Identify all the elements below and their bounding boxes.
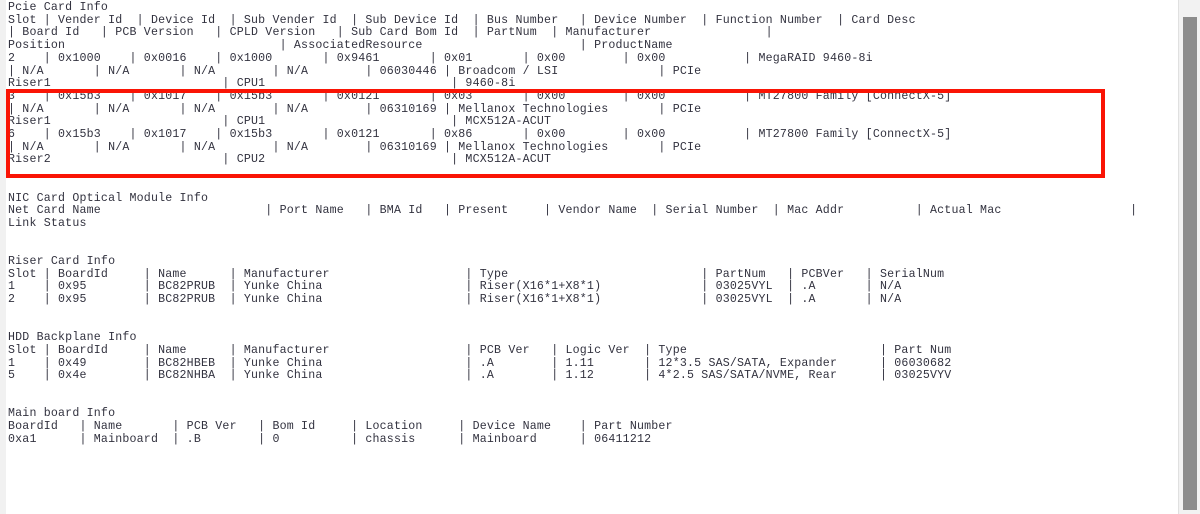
- left-gutter: [0, 0, 6, 514]
- console-line: BoardId | Name | PCB Ver | Bom Id | Loca…: [8, 420, 673, 434]
- console-line: Slot | BoardId | Name | Manufacturer | P…: [8, 343, 952, 357]
- scrollbar-track-top: [1179, 0, 1200, 16]
- console-line: 3 | 0x15b3 | 0x1017 | 0x15b3 | 0x0121 | …: [8, 89, 952, 103]
- console-line: Main board Info: [8, 407, 116, 421]
- scrollbar-thumb[interactable]: [1183, 17, 1197, 510]
- console-line: Pcie Card Info: [8, 1, 109, 14]
- console-line: 6 | 0x15b3 | 0x1017 | 0x15b3 | 0x0121 | …: [8, 128, 952, 141]
- console-line: 2 | 0x95 | BC82PRUB | Yunke China | Rise…: [8, 293, 902, 307]
- console-line: Riser1 | CPU1 | MCX512A-ACUT: [8, 115, 552, 129]
- console-line: Position | AssociatedResource | ProductN…: [8, 39, 673, 53]
- console-line: Net Card Name | Port Name | BMA Id | Pre…: [8, 204, 1138, 218]
- console-line: Riser Card Info: [8, 255, 116, 268]
- console-line: | Board Id | PCB Version | CPLD Version …: [8, 26, 773, 40]
- console-line: Slot | BoardId | Name | Manufacturer | T…: [8, 267, 945, 281]
- console-line: 0xa1 | Mainboard | .B | 0 | chassis | Ma…: [8, 432, 652, 446]
- console-line: HDD Backplane Info: [8, 331, 137, 345]
- vertical-scrollbar[interactable]: [1178, 0, 1200, 514]
- console-line: Riser2 | CPU2 | MCX512A-ACUT: [8, 153, 552, 167]
- console-line: Riser1 | CPU1 | 9460-8i: [8, 77, 516, 91]
- console-line: | N/A | N/A | N/A | N/A | 06310169 | Mel…: [8, 140, 702, 154]
- console-line: 5 | 0x4e | BC82NHBA | Yunke China | .A |…: [8, 369, 952, 383]
- console-line: NIC Card Optical Module Info: [8, 191, 209, 205]
- console-line: 1 | 0x49 | BC82HBEB | Yunke China | .A |…: [8, 356, 952, 370]
- console-line: | N/A | N/A | N/A | N/A | 06030446 | Bro…: [8, 64, 702, 78]
- console-line: | N/A | N/A | N/A | N/A | 06310169 | Mel…: [8, 102, 702, 116]
- console-line: Link Status: [8, 216, 87, 230]
- console-line: 2 | 0x1000 | 0x0016 | 0x1000 | 0x9461 | …: [8, 51, 873, 65]
- console-line: Slot | Vender Id | Device Id | Sub Vende…: [8, 13, 916, 27]
- console-line: 1 | 0x95 | BC82PRUB | Yunke China | Rise…: [8, 280, 902, 294]
